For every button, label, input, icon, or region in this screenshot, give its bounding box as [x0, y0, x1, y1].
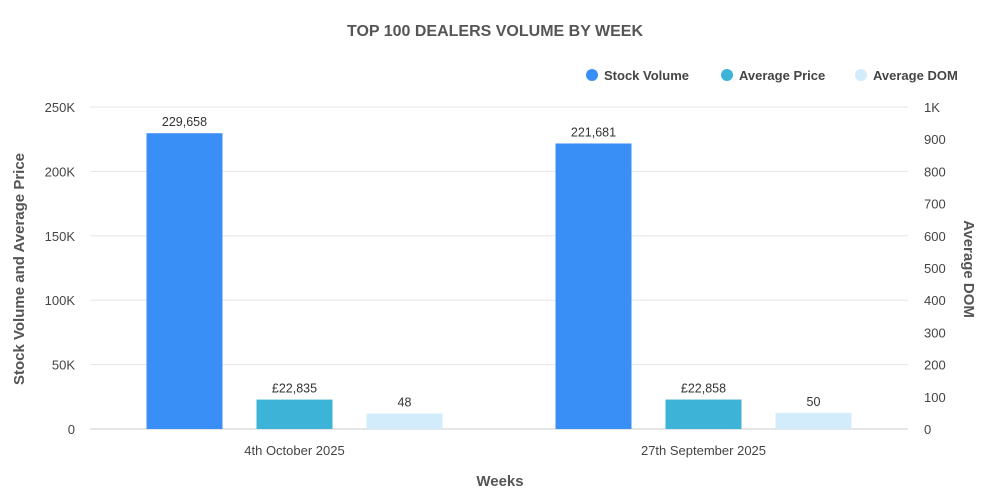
data-label: 48 — [398, 396, 412, 410]
x-tick-label: 4th October 2025 — [244, 443, 344, 458]
x-tick-label: 27th September 2025 — [641, 443, 766, 458]
bar[interactable] — [146, 133, 223, 429]
y-tick-label: 100K — [45, 293, 76, 308]
y2-axis-title: Average DOM — [960, 220, 977, 318]
data-label: 50 — [807, 395, 821, 409]
bar[interactable] — [555, 143, 632, 430]
y-tick-label: 150K — [45, 229, 76, 244]
y-axis-title: Stock Volume and Average Price — [11, 153, 28, 385]
chart-title: TOP 100 DEALERS VOLUME BY WEEK — [347, 23, 644, 40]
data-label: £22,858 — [681, 382, 726, 396]
data-label: £22,835 — [272, 382, 317, 396]
y2-tick-label: 0 — [924, 422, 931, 437]
y2-tick-label: 300 — [924, 325, 946, 340]
x-axis-title: Weeks — [476, 473, 523, 490]
bar[interactable] — [775, 412, 852, 429]
y2-tick-label: 700 — [924, 197, 946, 212]
y2-tick-label: 1K — [924, 100, 940, 115]
legend-marker — [586, 69, 598, 81]
y-tick-label: 50K — [52, 358, 75, 373]
y2-tick-label: 500 — [924, 261, 946, 276]
legend-marker — [855, 69, 867, 81]
legend-label[interactable]: Average DOM — [873, 68, 958, 83]
legend-marker — [721, 69, 733, 81]
legend-label[interactable]: Stock Volume — [604, 68, 689, 83]
y2-tick-label: 900 — [924, 132, 946, 147]
y2-tick-label: 800 — [924, 164, 946, 179]
y2-tick-label: 100 — [924, 390, 946, 405]
y2-tick-label: 200 — [924, 358, 946, 373]
bar[interactable] — [256, 399, 333, 429]
y-tick-label: 200K — [45, 164, 76, 179]
legend-label[interactable]: Average Price — [739, 68, 825, 83]
y-tick-label: 250K — [45, 100, 76, 115]
y2-tick-label: 600 — [924, 229, 946, 244]
data-label: 229,658 — [162, 115, 207, 129]
bar[interactable] — [665, 399, 742, 429]
y-tick-label: 0 — [68, 422, 75, 437]
y2-tick-label: 400 — [924, 293, 946, 308]
data-label: 221,681 — [571, 125, 616, 139]
bar[interactable] — [366, 413, 443, 429]
